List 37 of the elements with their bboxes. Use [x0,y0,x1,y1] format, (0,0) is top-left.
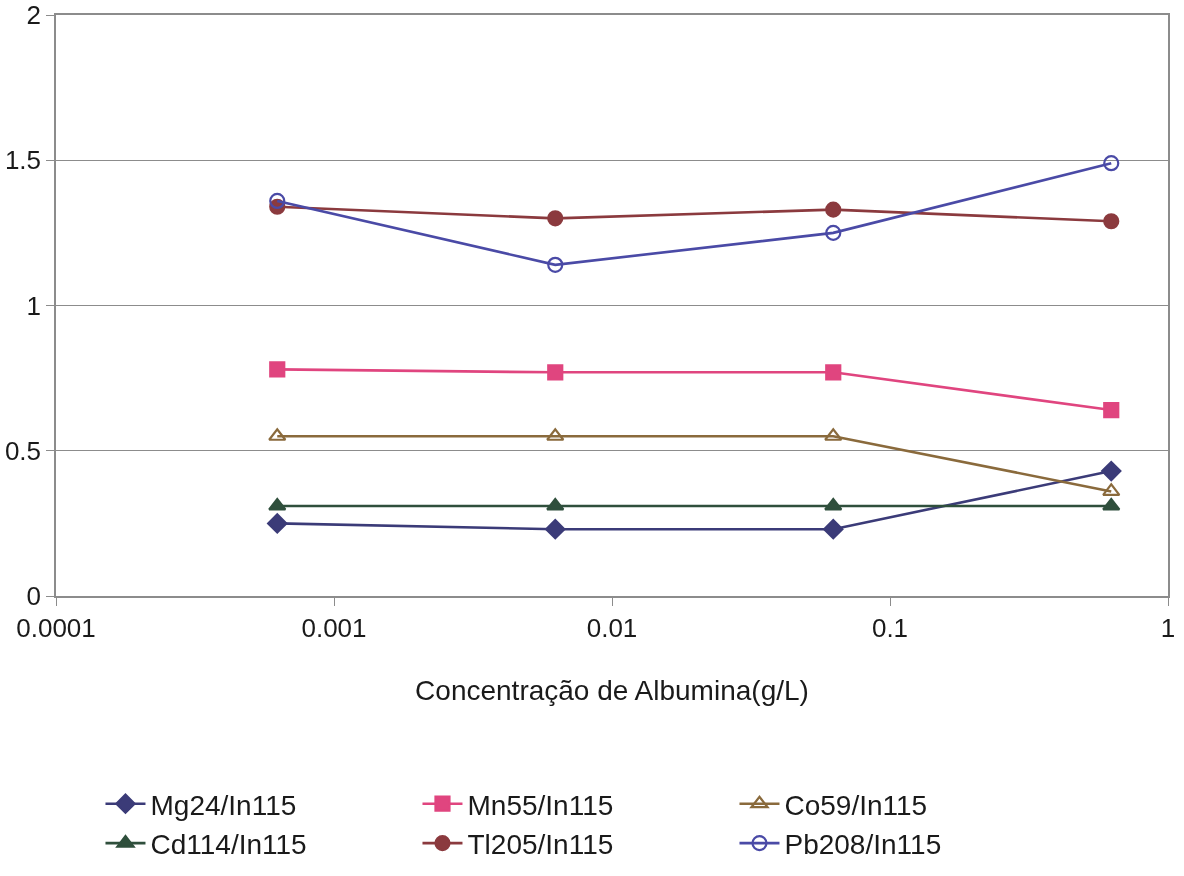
point [545,518,566,540]
point [1102,497,1121,511]
point [1103,155,1120,172]
point [825,201,842,218]
point [547,210,564,227]
legend-label: Pb208/In115 [784,829,942,861]
legend-label: Cd114/In115 [150,829,307,861]
point [1102,483,1121,497]
y-tick-label: 0.5 [4,435,42,466]
point [824,497,843,511]
point [1103,213,1120,230]
point [267,513,288,534]
point [269,192,286,210]
legend-label: Mg24/In115 [150,789,297,821]
point [268,497,287,511]
x-axis-title: Concentração de Albumina(g/L) [415,674,809,706]
legend-label: Tl205/In115 [467,829,614,861]
x-tick-label: 0.001 [301,612,367,643]
point [547,364,564,381]
y-tick-label: 1 [26,290,42,321]
x-tick-label: 1 [1160,612,1176,643]
x-tick-label: 0.1 [871,612,909,643]
point [825,364,842,381]
y-tick-label: 2 [26,0,42,31]
point [269,361,286,378]
y-tick-label: 0 [26,581,42,612]
point [823,518,844,540]
point [546,497,565,511]
point [1103,401,1120,419]
legend-label: Mn55/In115 [467,789,614,821]
x-tick-label: 0.0001 [16,612,96,643]
point [825,224,842,241]
legend-label: Co59/In115 [784,789,928,821]
y-tick-label: 1.5 [4,145,42,176]
point [547,256,564,273]
point [1101,460,1122,482]
x-tick-label: 0.01 [586,612,638,643]
